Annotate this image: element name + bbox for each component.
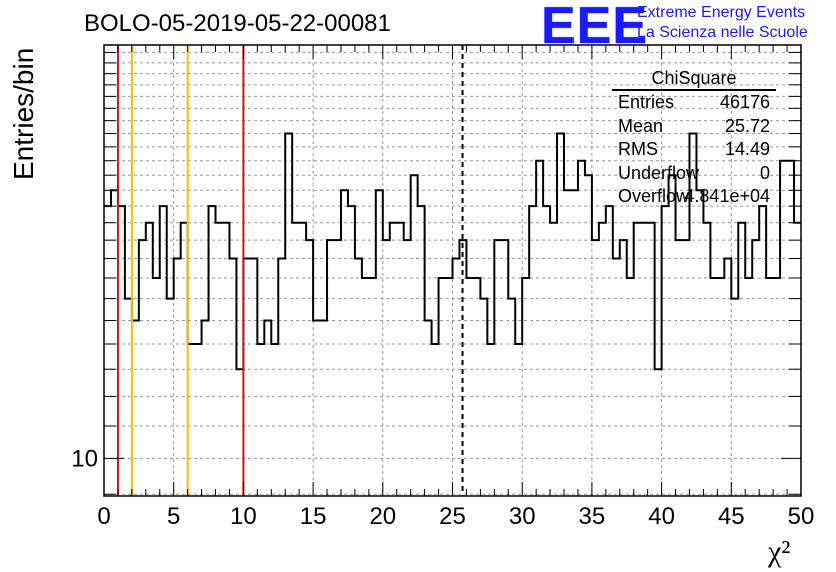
stats-row-underflow: Underflow 0 (612, 162, 776, 186)
stats-key: Mean (618, 115, 664, 136)
x-tick-label: 50 (788, 503, 815, 530)
x-tick-label: 25 (439, 503, 466, 530)
stats-value: 4.841e+04 (684, 186, 770, 206)
stats-row-mean: Mean 25.72 (612, 115, 776, 139)
stats-key: RMS (618, 139, 658, 159)
x-tick-label: 30 (509, 503, 536, 530)
stats-title: ChiSquare (612, 67, 776, 91)
stats-value: 46176 (719, 92, 770, 112)
logo-line-2: La Scienza nelle Scuole (637, 24, 808, 41)
reference-lines (116, 45, 464, 496)
y-tick-label: 10 (71, 445, 98, 472)
stats-value: 0 (759, 162, 770, 183)
x-tick-label: 10 (230, 503, 257, 530)
y-axis-label: Entries/bin (8, 47, 39, 180)
stats-value: 25.72 (724, 115, 770, 136)
stats-box: ChiSquare Entries 46176 Mean 25.72 RMS 1… (612, 67, 776, 209)
histogram (104, 132, 801, 371)
x-tick-label: 35 (579, 503, 606, 530)
stats-key: Overflow (618, 186, 690, 206)
x-axis-label: χ² (768, 535, 791, 568)
x-tick-label: 40 (648, 503, 675, 530)
stats-key: Entries (618, 92, 675, 112)
stats-row-overflow: Overflow 4.841e+04 (612, 185, 776, 209)
histogram-line (104, 132, 801, 371)
stats-row-rms: RMS 14.49 (612, 138, 776, 162)
chart-title: BOLO-05-2019-05-22-00081 (84, 10, 391, 37)
x-tick-label: 0 (97, 503, 110, 530)
logo-line-1: Extreme Energy Events (637, 4, 806, 21)
stats-value: 14.49 (724, 139, 770, 159)
stats-row-entries: Entries 46176 (612, 91, 776, 115)
x-tick-label: 20 (369, 503, 396, 530)
tick-labels: 0 5 10 15 20 25 30 35 40 45 50 10 (71, 445, 814, 530)
stats-key: Underflow (618, 162, 700, 183)
eee-logo: EEE (541, 0, 649, 55)
x-tick-label: 15 (300, 503, 327, 530)
x-tick-label: 45 (718, 503, 745, 530)
axis-ticks (103, 45, 802, 496)
x-tick-label: 5 (167, 503, 180, 530)
